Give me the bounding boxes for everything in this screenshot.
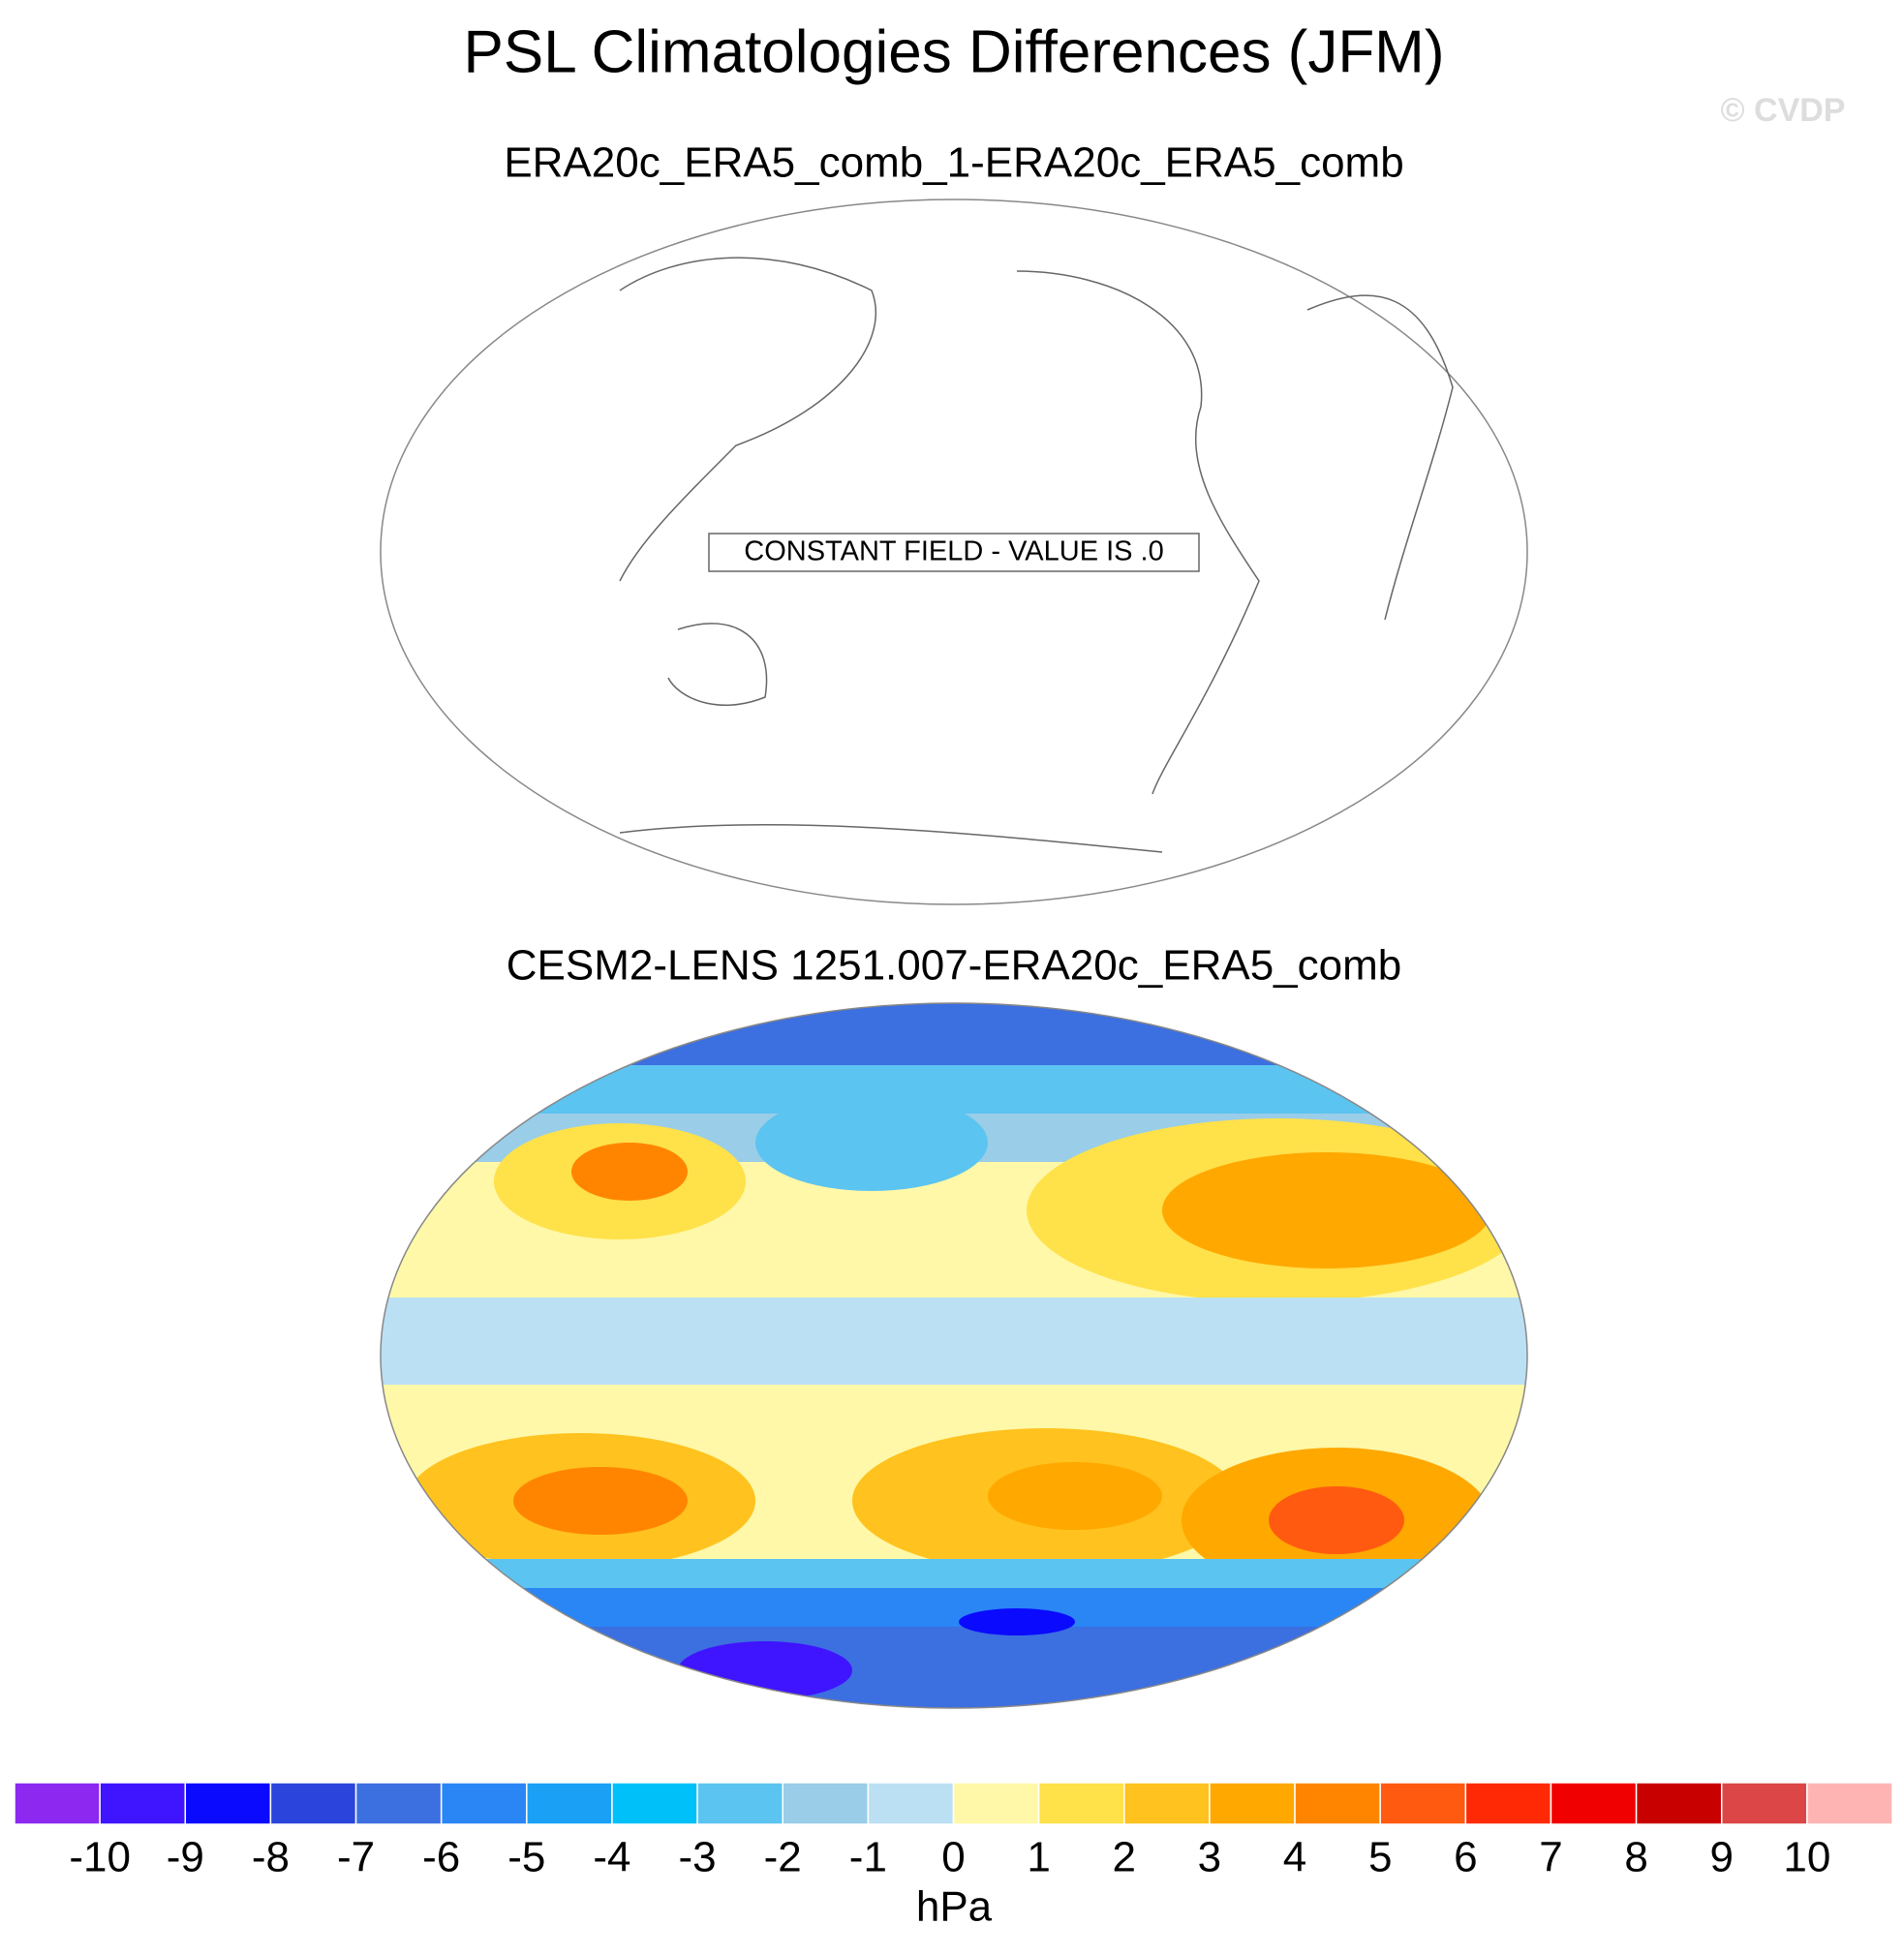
colorbar-label: -9 <box>167 1834 204 1881</box>
colorbar-label: 9 <box>1709 1834 1733 1881</box>
colorbar-label: -10 <box>69 1834 131 1881</box>
coastlines <box>619 257 1454 853</box>
colorbar-label: -1 <box>849 1834 887 1881</box>
colorbar-label: -7 <box>337 1834 375 1881</box>
colorbar-label: -6 <box>422 1834 460 1881</box>
colorbar-label: 6 <box>1454 1834 1477 1881</box>
colorbar-box <box>1209 1782 1296 1825</box>
colorbar-label: -5 <box>507 1834 545 1881</box>
colorbar-label: 5 <box>1368 1834 1392 1881</box>
figure-title: PSL Climatologies Differences (JFM) <box>464 18 1445 85</box>
note-box <box>708 533 1200 572</box>
map-frame <box>380 1002 1528 1709</box>
colorbar-box <box>696 1782 783 1825</box>
colorbar-box <box>867 1782 955 1825</box>
colorbar-box <box>1550 1782 1638 1825</box>
colorbar-box <box>782 1782 870 1825</box>
colorbar-box <box>99 1782 187 1825</box>
colorbar-box <box>526 1782 613 1825</box>
colorbar-box <box>1464 1782 1552 1825</box>
colorbar-label: 0 <box>941 1834 965 1881</box>
colorbar-label: 3 <box>1198 1834 1221 1881</box>
colorbar-box <box>1806 1782 1893 1825</box>
colorbar-box <box>184 1782 272 1825</box>
colorbar-box <box>1635 1782 1723 1825</box>
colorbar-label: 2 <box>1113 1834 1136 1881</box>
colorbar-label: -8 <box>252 1834 290 1881</box>
colorbar-label: -2 <box>764 1834 802 1881</box>
colorbar-label: 10 <box>1783 1834 1830 1881</box>
colorbar-box <box>1720 1782 1808 1825</box>
colorbar-label: -4 <box>593 1834 630 1881</box>
colorbar-box <box>1123 1782 1211 1825</box>
colorbar-box <box>354 1782 443 1825</box>
colorbar-label: 8 <box>1624 1834 1647 1881</box>
colorbar-label: -3 <box>679 1834 717 1881</box>
colorbar-label: 1 <box>1027 1834 1050 1881</box>
colorbar-box <box>1379 1782 1467 1825</box>
colorbar-box <box>611 1782 698 1825</box>
panel-title: CESM2-LENS 1251.007-ERA20c_ERA5_comb <box>507 942 1401 990</box>
watermark: © CVDP <box>1721 92 1846 129</box>
colorbar-box <box>1294 1782 1381 1825</box>
colorbar-label: 7 <box>1539 1834 1562 1881</box>
colorbar-box <box>269 1782 357 1825</box>
colorbar-box <box>14 1782 101 1825</box>
colorbar-label: 4 <box>1283 1834 1306 1881</box>
colorbar-box <box>1037 1782 1125 1825</box>
colorbar-unit: hPa <box>916 1883 993 1931</box>
colorbar-box <box>440 1782 528 1825</box>
panel-title: ERA20c_ERA5_comb_1-ERA20c_ERA5_comb <box>504 139 1403 187</box>
colorbar-box <box>952 1782 1040 1825</box>
note: CONSTANT FIELD - VALUE IS .0 <box>744 536 1164 567</box>
